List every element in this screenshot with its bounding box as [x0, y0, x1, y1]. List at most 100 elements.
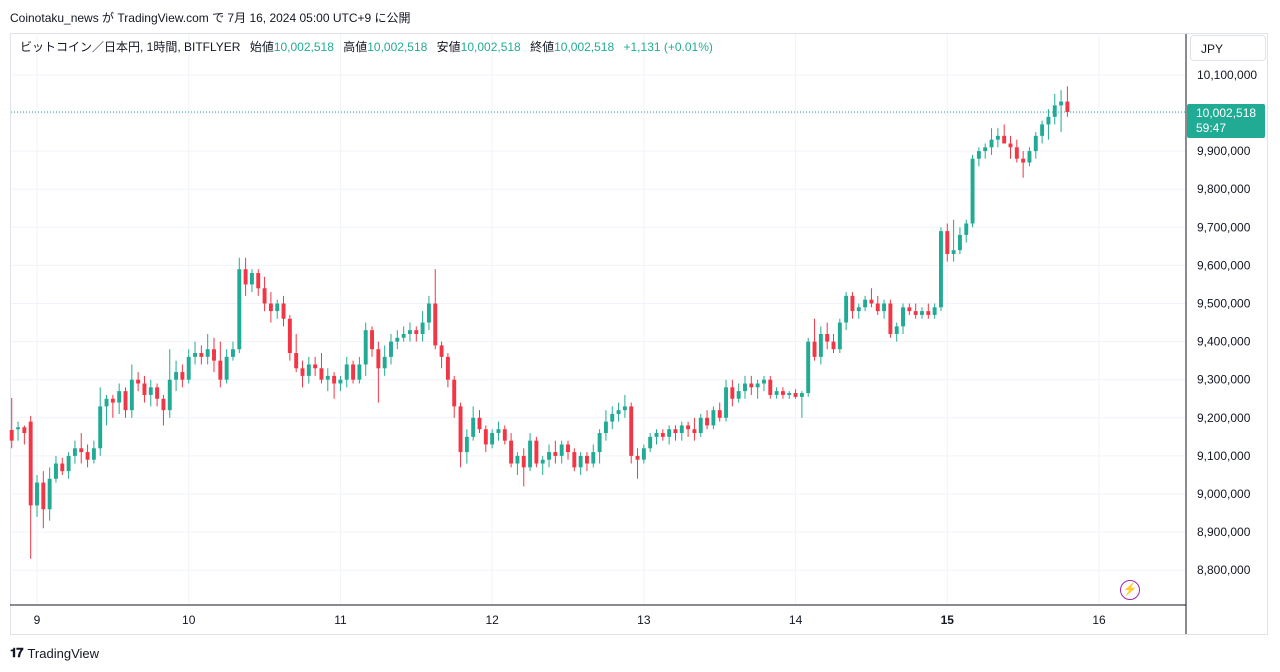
candle-up [496, 429, 501, 434]
candle-up [856, 307, 861, 312]
candle-down [180, 372, 185, 380]
candle-up [932, 307, 937, 315]
candle-up [939, 231, 943, 308]
candle-up [471, 417, 476, 437]
candle-up [679, 425, 684, 434]
candle-down [243, 269, 248, 285]
y-tick-label: 9,400,000 [1197, 335, 1251, 349]
brand-name: TradingView [27, 645, 100, 661]
candle-up [148, 387, 153, 395]
candle-up [597, 433, 602, 453]
candle-up [736, 391, 741, 399]
candle-up [591, 452, 596, 464]
candle-down [212, 349, 216, 361]
candle-down [502, 429, 507, 441]
candle-up [774, 391, 779, 395]
candle-up [1046, 116, 1051, 125]
candle-up [35, 482, 39, 506]
candle-up [193, 353, 197, 357]
candle-up [755, 383, 760, 388]
candle-up [667, 429, 672, 437]
y-tick-label: 9,500,000 [1197, 297, 1251, 311]
y-tick-label: 8,900,000 [1197, 525, 1251, 539]
currency-button[interactable]: JPY [1190, 35, 1266, 61]
candle-up [818, 333, 823, 357]
candle-down [142, 383, 147, 395]
lightning-circle-icon[interactable]: ⚡ [1120, 580, 1140, 600]
x-tick-label: 10 [182, 613, 196, 627]
candle-up [724, 387, 728, 418]
candle-up [654, 433, 659, 437]
candle-down [635, 455, 640, 460]
candle-up [104, 398, 109, 407]
candle-down [673, 429, 678, 434]
candle-down [686, 425, 691, 430]
candle-down [566, 444, 570, 453]
open-value: 10,002,518 [273, 40, 334, 54]
candle-up [389, 341, 393, 357]
candle-up [641, 448, 646, 460]
candle-up [54, 463, 58, 479]
candle-down [1065, 101, 1070, 113]
candle-up [464, 436, 469, 453]
x-tick-label: 9 [34, 613, 41, 627]
candle-up [363, 330, 368, 365]
x-tick-label: 15 [941, 613, 955, 627]
candle-up [117, 391, 122, 403]
candle-up [186, 356, 191, 380]
candle-down [287, 318, 292, 354]
candle-down [1008, 143, 1013, 148]
candle-down [1021, 158, 1026, 163]
candle-down [445, 356, 450, 380]
change-value: +1,131 (+0.01%) [623, 40, 713, 54]
candle-up [622, 406, 627, 411]
candle-up [1059, 101, 1064, 106]
candle-up [616, 410, 621, 414]
candle-down [218, 360, 223, 380]
candle-down [629, 406, 634, 456]
candle-down [9, 429, 14, 441]
x-tick-label: 11 [334, 613, 347, 627]
candle-down [945, 231, 950, 254]
candle-up [559, 444, 564, 456]
candle-up [1052, 105, 1057, 117]
candle-up [901, 307, 905, 327]
candle-down [907, 307, 912, 312]
candle-up [957, 234, 962, 251]
candle-down [1002, 135, 1007, 144]
candle-up [357, 364, 362, 380]
candle-up [1033, 135, 1038, 152]
candle-down [869, 299, 874, 304]
candle-up [395, 337, 400, 342]
x-tick-label: 13 [637, 613, 651, 627]
candle-up [237, 269, 242, 350]
candle-up [806, 341, 811, 394]
candle-down [85, 452, 90, 460]
candle-down [660, 433, 665, 437]
candle-up [91, 448, 96, 460]
footer-brand[interactable]: 𝟏𝟕 TradingView [10, 645, 99, 661]
candle-down [768, 379, 773, 395]
candle-up [408, 330, 412, 334]
publish-info: Coinotaku_news が TradingView.com で 7月 16… [10, 11, 411, 25]
candle-up [995, 135, 1000, 140]
last-price-badge: 10,002,518 59:47 [1187, 104, 1265, 138]
candle-down [256, 273, 261, 289]
candle-down [825, 333, 830, 342]
candle-down [41, 482, 46, 510]
candle-up [249, 273, 254, 285]
candle-down [22, 427, 27, 434]
symbol-legend: ビットコイン／日本円, 1時間, BITFLYER 始値10,002,518 高… [20, 38, 713, 55]
candle-down [875, 303, 880, 312]
candle-up [515, 455, 520, 464]
candle-up [205, 349, 210, 357]
candle-up [224, 356, 229, 380]
candle-down [433, 303, 438, 346]
candle-up [528, 440, 533, 468]
candle-up [66, 455, 71, 472]
candle-down [585, 455, 589, 464]
candle-up [837, 322, 842, 350]
high-label: 高値 [343, 40, 368, 54]
candle-up [603, 421, 608, 434]
